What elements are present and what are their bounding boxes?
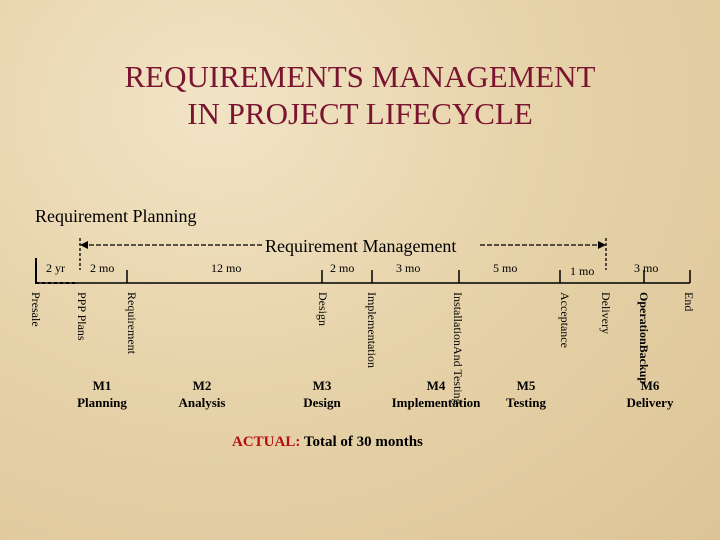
phase-presale: Presale xyxy=(29,292,43,327)
phase-line: And Testing xyxy=(451,346,465,405)
milestone-name: Design xyxy=(303,395,341,410)
milestone-name: Analysis xyxy=(178,395,226,410)
phase-line: Operation xyxy=(637,292,651,345)
phase-installation-and-testing: InstallationAnd Testing xyxy=(451,292,465,405)
duration-label: 12 mo xyxy=(211,261,242,275)
duration-label: 2 yr xyxy=(46,261,65,275)
milestone-id: M1 xyxy=(92,378,112,393)
duration-label: 3 mo xyxy=(396,261,421,275)
actual-text: Total of 30 months xyxy=(303,434,423,450)
phase-implementation: Implementation xyxy=(365,292,379,368)
title-line-2: IN PROJECT LIFECYCLE xyxy=(187,96,533,131)
phase-end: End xyxy=(682,292,696,312)
milestone-m4: M4 Implementation xyxy=(376,377,496,411)
milestone-id: M5 xyxy=(516,378,536,393)
phase-operation-backup: OperationBackup xyxy=(637,292,651,385)
actual-summary: ACTUAL: Total of 30 months xyxy=(232,434,423,451)
actual-label: ACTUAL: xyxy=(232,434,301,450)
milestone-name: Planning xyxy=(77,395,127,410)
milestone-id: M3 xyxy=(312,378,332,393)
phase-requirement: Requirement xyxy=(125,292,139,354)
phase-design: Design xyxy=(316,292,330,326)
duration-label: 2 mo xyxy=(90,261,115,275)
req-mgmt-arrowhead-right xyxy=(598,241,606,249)
milestone-id: M6 xyxy=(640,378,660,393)
phase-ppp-plans: PPP Plans xyxy=(75,292,89,341)
milestone-name: Testing xyxy=(506,395,546,410)
duration-label: 2 mo xyxy=(330,261,355,275)
milestone-id: M2 xyxy=(192,378,212,393)
req-mgmt-arrowhead-left xyxy=(80,241,88,249)
title-line-1: REQUIREMENTS MANAGEMENT xyxy=(124,59,596,94)
milestone-name: Implementation xyxy=(391,395,481,410)
milestone-m3: M3 Design xyxy=(262,377,382,411)
requirement-management-label: Requirement Management xyxy=(265,236,457,256)
milestone-id: M4 xyxy=(426,378,446,393)
duration-label: 3 mo xyxy=(634,261,659,275)
phase-line: Backup xyxy=(637,344,651,385)
milestone-m6: M6 Delivery xyxy=(590,377,710,411)
duration-label: 5 mo xyxy=(493,261,518,275)
milestone-m2: M2 Analysis xyxy=(142,377,262,411)
milestone-m1: M1 Planning xyxy=(42,377,162,411)
page-title: REQUIREMENTS MANAGEMENT IN PROJECT LIFEC… xyxy=(0,58,720,132)
phase-line: Installation xyxy=(451,292,465,346)
duration-label: 1 mo xyxy=(570,264,595,278)
requirement-planning-label: Requirement Planning xyxy=(35,206,197,226)
milestone-name: Delivery xyxy=(626,395,674,410)
phase-delivery: Delivery xyxy=(599,292,613,334)
timeline-ticks xyxy=(126,270,691,283)
phase-acceptance: Acceptance xyxy=(558,292,572,348)
milestone-m5: M5 Testing xyxy=(466,377,586,411)
